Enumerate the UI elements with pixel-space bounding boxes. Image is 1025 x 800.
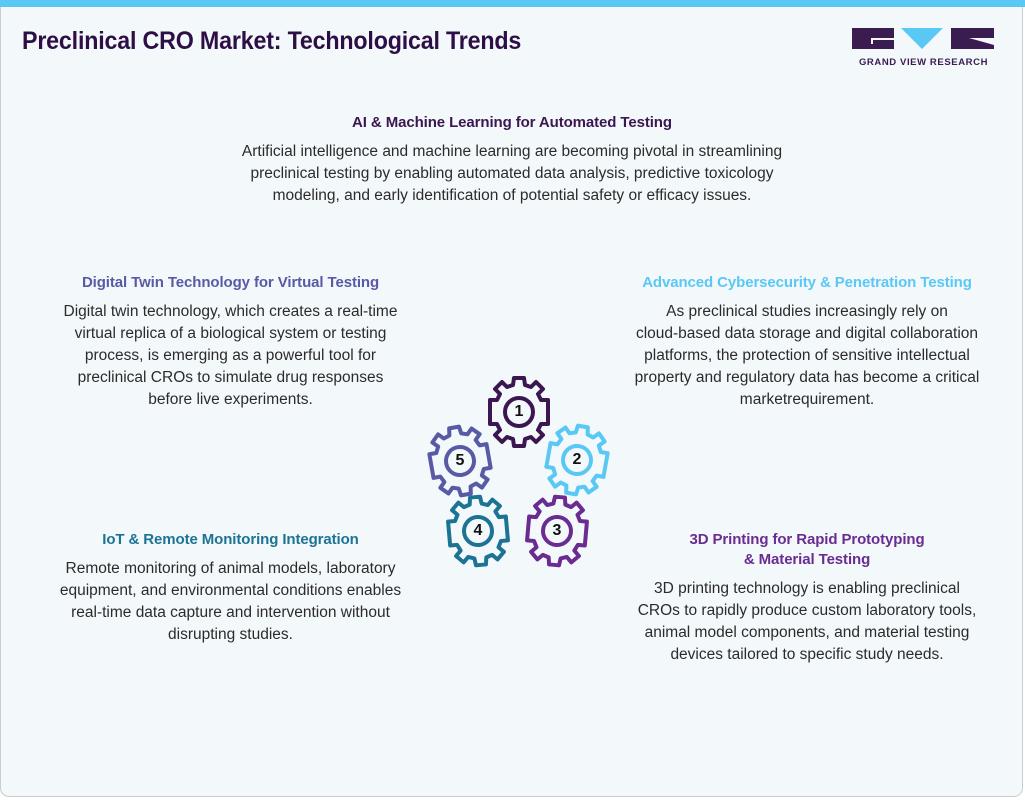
text-line: before live experiments. (148, 391, 313, 408)
text-line: virtual replica of a biological system o… (74, 325, 387, 342)
grand-view-research-logo-icon (852, 28, 994, 49)
trend-3-title: 3D Printing for Rapid Prototyping & Mate… (607, 530, 1007, 570)
gear-1-number: 1 (514, 403, 524, 420)
text-line: As preclinical studies increasingly rely… (666, 303, 948, 320)
trend-5-title: Digital Twin Technology for Virtual Test… (81, 274, 380, 291)
title-line: 3D Printing for Rapid Prototyping (689, 531, 925, 548)
gears-cluster: 1 2 3 4 5 (415, 370, 625, 580)
text-line: cloud-based data storage and digital col… (635, 325, 979, 342)
trend-1-block: AI & Machine Learning for Automated Test… (212, 113, 812, 207)
text-line: platforms, the protection of sensitive i… (644, 347, 970, 364)
text-line: disrupting studies. (168, 626, 293, 643)
trend-4-title: IoT & Remote Monitoring Integration (102, 531, 359, 548)
trend-4-block: IoT & Remote Monitoring Integration Remo… (38, 530, 423, 646)
trend-3-block: 3D Printing for Rapid Prototyping & Mate… (607, 530, 1007, 666)
gear-1-icon (488, 376, 550, 448)
text-line: Artificial intelligence and machine lear… (241, 143, 783, 160)
gear-3-icon (523, 492, 591, 570)
text-line: process, is emerging as a powerful tool … (84, 347, 377, 364)
text-line: marketrequirement. (739, 391, 875, 408)
gear-4-number: 4 (473, 522, 483, 539)
trend-1-title: AI & Machine Learning for Automated Test… (352, 114, 672, 131)
page-title: Preclinical CRO Market: Technological Tr… (22, 27, 522, 55)
text-line: animal model components, and material te… (644, 624, 970, 641)
trend-3-text: 3D printing technology is enabling precl… (607, 578, 1007, 666)
text-line: devices tailored to specific study needs… (670, 646, 944, 663)
text-line: real-time data capture and intervention … (71, 604, 390, 621)
gear-4-icon (444, 492, 512, 570)
gear-5-number: 5 (455, 452, 465, 469)
text-line: property and regulatory data has become … (634, 369, 980, 386)
text-line: preclinical CROs to simulate drug respon… (77, 369, 384, 386)
trend-2-title: Advanced Cybersecurity & Penetration Tes… (642, 274, 972, 291)
trend-1-text: Artificial intelligence and machine lear… (212, 141, 812, 207)
gear-3-number: 3 (552, 522, 562, 539)
trend-2-text: As preclinical studies increasingly rely… (607, 301, 1007, 411)
text-line: Remote monitoring of animal models, labo… (65, 560, 396, 577)
accent-bar (0, 0, 1025, 7)
trend-5-block: Digital Twin Technology for Virtual Test… (38, 273, 423, 411)
text-line: preclinical testing by enabling automate… (250, 165, 774, 182)
trend-4-text: Remote monitoring of animal models, labo… (38, 558, 423, 646)
gears-icon (423, 376, 614, 570)
gear-5-icon (423, 420, 497, 502)
title-line: & Material Testing (743, 551, 871, 568)
text-line: equipment, and environmental conditions … (59, 582, 402, 599)
text-line: Digital twin technology, which creates a… (63, 303, 398, 320)
trend-2-block: Advanced Cybersecurity & Penetration Tes… (607, 273, 1007, 411)
trend-5-text: Digital twin technology, which creates a… (38, 301, 423, 411)
gear-2-icon (540, 419, 614, 501)
logo-text: GRAND VIEW RESEARCH (858, 57, 989, 68)
text-line: modeling, and early identification of po… (272, 187, 752, 204)
gear-2-number: 2 (572, 451, 582, 468)
text-line: CROs to rapidly produce custom laborator… (637, 602, 977, 619)
text-line: 3D printing technology is enabling precl… (654, 580, 960, 597)
